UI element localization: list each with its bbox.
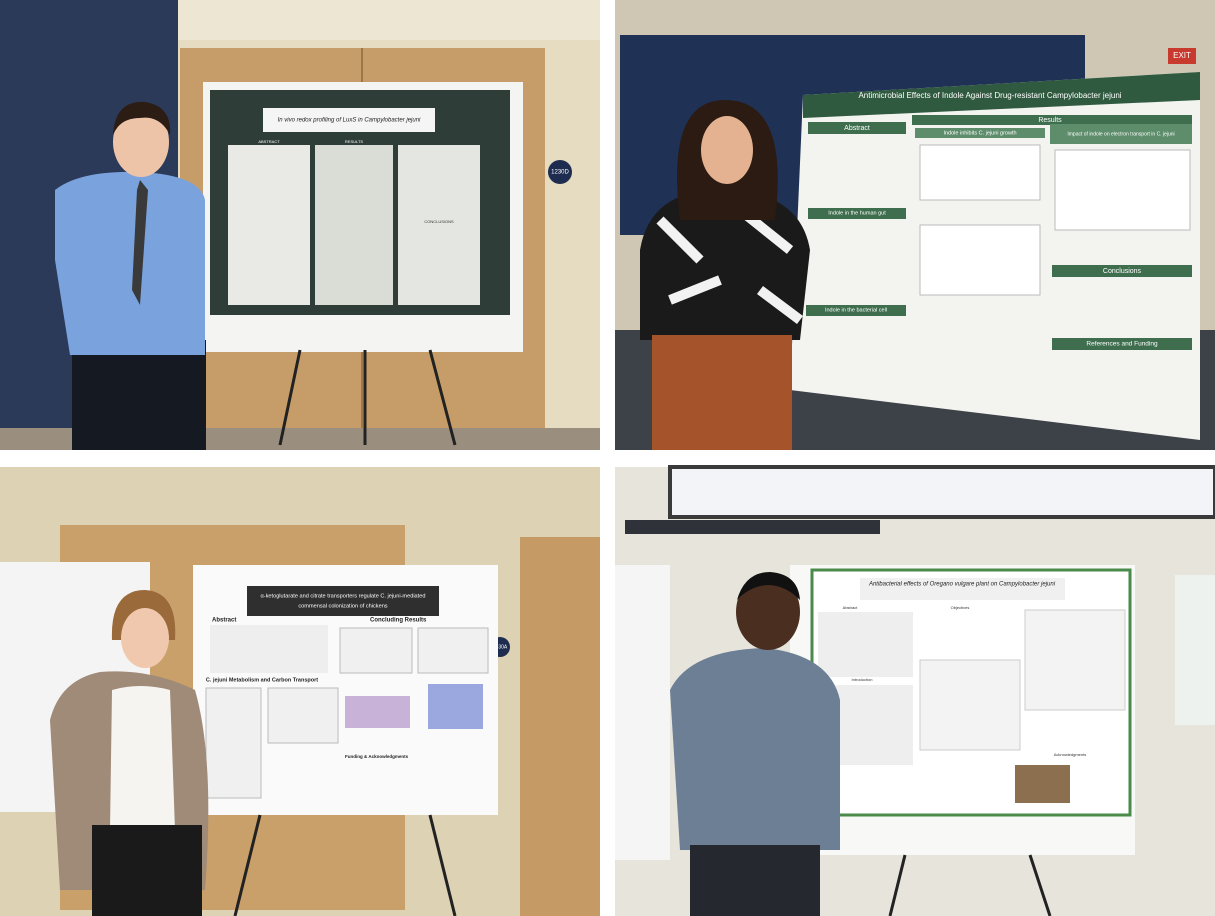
section-title: Objectives	[951, 605, 970, 610]
figure	[1054, 149, 1191, 231]
text-block	[818, 612, 913, 677]
room-sign	[548, 160, 572, 184]
poster-title: Antibacterial effects of Oregano vulgare…	[868, 582, 1056, 588]
person-trousers	[690, 845, 820, 916]
section-header	[808, 208, 906, 219]
section-title: References and Funding	[1086, 341, 1158, 348]
person-blouse	[110, 686, 175, 830]
photo-1: 1230D In vivo redox profiling of LuxS in…	[0, 0, 600, 450]
section-title: CONCLUSIONS	[424, 219, 454, 224]
section-title: Indole in the human gut	[828, 210, 886, 216]
person-shirt	[55, 171, 205, 355]
easel-leg	[888, 854, 907, 916]
person-hair	[737, 572, 800, 600]
blouse-pattern	[656, 206, 803, 324]
person-face	[701, 116, 753, 184]
screen-case	[625, 520, 880, 534]
section-header	[806, 305, 906, 316]
figure	[919, 224, 1041, 296]
section-header	[1052, 265, 1192, 277]
section-title: Impact of indole on electron transport i…	[1067, 131, 1174, 137]
figure	[345, 696, 410, 728]
room-sign-text: 1230D	[551, 170, 569, 176]
figure	[417, 627, 489, 674]
photo-4: Antibacterial effects of Oregano vulgare…	[615, 465, 1215, 916]
section-title: Introduction	[852, 677, 873, 682]
figure	[1024, 609, 1126, 711]
figure	[267, 687, 339, 744]
person-shirt	[670, 648, 840, 850]
poster-title-box	[263, 108, 435, 132]
poster-title-box	[860, 578, 1065, 600]
person-face	[121, 608, 169, 668]
text-block	[210, 625, 328, 673]
figure	[919, 659, 1021, 751]
section-header	[915, 128, 1045, 138]
screen	[668, 465, 1215, 519]
poster-title: α-ketoglutarate and citrate transporters…	[261, 593, 426, 599]
figure	[205, 687, 262, 799]
poster-title: In vivo redox profiling of LuxS in Campy…	[278, 118, 421, 124]
poster-title: commensal colonization of chickens	[298, 603, 387, 609]
door	[520, 537, 600, 916]
blank-board	[615, 565, 670, 860]
section-header	[1052, 338, 1192, 350]
section-title: Indole in the bacterial cell	[825, 307, 887, 313]
section-header	[808, 122, 906, 134]
exit-sign-text: EXIT	[1173, 51, 1191, 60]
section-title: Indole inhibits C. jejuni growth	[943, 130, 1016, 136]
easel-leg	[428, 814, 457, 916]
section-title: RESULTS	[345, 139, 363, 144]
section-title: Abstract	[843, 605, 859, 610]
poster-header	[803, 72, 1200, 118]
person-face	[113, 107, 169, 177]
person-face	[736, 574, 800, 650]
section-title: Abstract	[844, 125, 870, 132]
figure	[339, 627, 413, 674]
easel-leg	[233, 814, 262, 916]
easel-leg	[1028, 854, 1052, 916]
section-title: Funding & Acknowledgments	[345, 754, 409, 759]
person-trousers	[652, 335, 792, 450]
photo-figure	[1015, 765, 1070, 803]
person-trousers	[92, 825, 202, 916]
poster-title: Antimicrobial Effects of Indole Against …	[858, 91, 1121, 100]
person-tie	[132, 180, 148, 305]
section-title: Results	[1038, 117, 1062, 124]
exit-sign	[1168, 48, 1196, 64]
section-title: Concluding Results	[370, 618, 427, 624]
poster-edge	[1175, 575, 1215, 725]
section-title: Abstract	[212, 618, 236, 624]
section-title: Conclusions	[1103, 268, 1142, 275]
section-title: ABSTRACT	[258, 139, 280, 144]
photo-3: 1230A α-ketoglutarate and citrate transp…	[0, 467, 600, 916]
section-header	[1050, 124, 1192, 144]
poster-panel	[398, 145, 480, 305]
figure	[428, 684, 483, 729]
poster-panel	[228, 145, 310, 305]
section-title: Acknowledgments	[1054, 752, 1086, 757]
section-header	[912, 115, 1192, 125]
easel-leg	[428, 349, 457, 446]
section-title: C. jejuni Metabolism and Carbon Transpor…	[206, 677, 318, 683]
easel-leg	[278, 349, 302, 446]
person-trousers	[72, 340, 206, 450]
figure	[919, 144, 1041, 201]
poster-title-box	[247, 586, 439, 616]
photo-2: EXIT Antimicrobial Effects of Indole Aga…	[615, 0, 1215, 450]
person-hair	[113, 101, 171, 135]
room-sign-text: 1230A	[493, 644, 508, 650]
poster-panel	[315, 145, 393, 305]
